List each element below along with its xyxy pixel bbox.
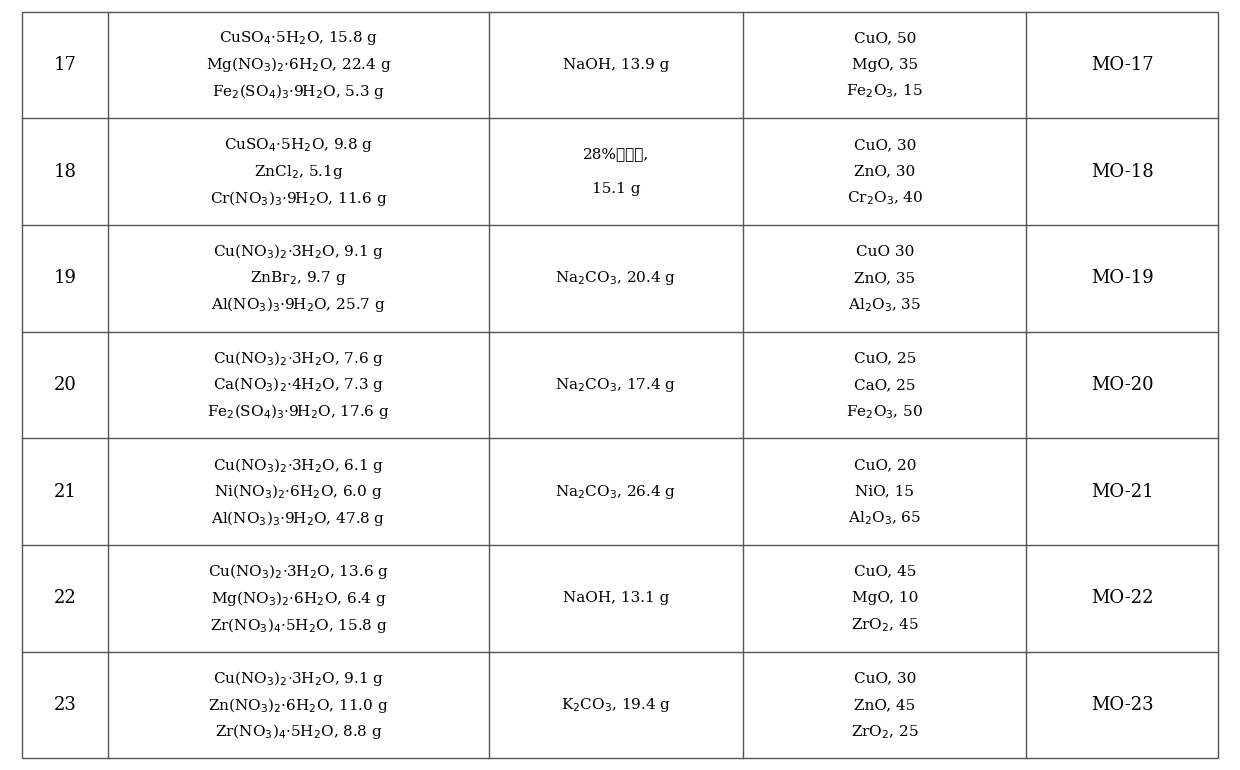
Text: CuO, 25: CuO, 25 [853,351,916,365]
Text: Cr(NO$_3$)$_3$$\cdot$9H$_2$O, 11.6 g: Cr(NO$_3$)$_3$$\cdot$9H$_2$O, 11.6 g [210,189,387,208]
Text: Al(NO$_3$)$_3$$\cdot$9H$_2$O, 25.7 g: Al(NO$_3$)$_3$$\cdot$9H$_2$O, 25.7 g [211,296,386,314]
Text: Zr(NO$_3$)$_4$$\cdot$5H$_2$O, 8.8 g: Zr(NO$_3$)$_4$$\cdot$5H$_2$O, 8.8 g [215,722,382,742]
Text: MO-20: MO-20 [1091,376,1153,394]
Text: Cu(NO$_3$)$_2$$\cdot$3H$_2$O, 9.1 g: Cu(NO$_3$)$_2$$\cdot$3H$_2$O, 9.1 g [213,242,384,261]
Text: Fe$_2$O$_3$, 50: Fe$_2$O$_3$, 50 [846,403,924,420]
Text: Ca(NO$_3$)$_2$$\cdot$4H$_2$O, 7.3 g: Ca(NO$_3$)$_2$$\cdot$4H$_2$O, 7.3 g [213,376,384,394]
Text: CuO, 20: CuO, 20 [853,458,916,472]
Text: MO-23: MO-23 [1091,696,1153,714]
Text: Mg(NO$_3$)$_2$$\cdot$6H$_2$O, 22.4 g: Mg(NO$_3$)$_2$$\cdot$6H$_2$O, 22.4 g [206,55,391,75]
Text: ZnO, 45: ZnO, 45 [854,698,915,712]
Text: MO-22: MO-22 [1091,589,1153,608]
Text: CuO, 45: CuO, 45 [853,564,916,579]
Text: 20: 20 [53,376,77,394]
Text: 28%浓氨水,: 28%浓氨水, [583,147,649,161]
Text: ZrO$_2$, 25: ZrO$_2$, 25 [851,723,919,741]
Text: ZnCl$_2$, 5.1g: ZnCl$_2$, 5.1g [254,162,343,181]
Text: Al$_2$O$_3$, 65: Al$_2$O$_3$, 65 [848,510,921,527]
Text: Na$_2$CO$_3$, 26.4 g: Na$_2$CO$_3$, 26.4 g [556,483,677,501]
Text: Ni(NO$_3$)$_2$$\cdot$6H$_2$O, 6.0 g: Ni(NO$_3$)$_2$$\cdot$6H$_2$O, 6.0 g [215,482,383,501]
Text: Na$_2$CO$_3$, 20.4 g: Na$_2$CO$_3$, 20.4 g [556,270,677,287]
Text: ZnO, 35: ZnO, 35 [854,271,915,286]
Text: K$_2$CO$_3$, 19.4 g: K$_2$CO$_3$, 19.4 g [560,696,671,714]
Text: MO-17: MO-17 [1091,56,1153,74]
Text: 17: 17 [53,56,77,74]
Text: NaOH, 13.1 g: NaOH, 13.1 g [563,591,670,605]
Text: MO-21: MO-21 [1091,483,1153,501]
Text: Fe$_2$(SO$_4$)$_3$$\cdot$9H$_2$O, 5.3 g: Fe$_2$(SO$_4$)$_3$$\cdot$9H$_2$O, 5.3 g [212,82,384,101]
Text: MO-19: MO-19 [1091,270,1153,287]
Text: Al(NO$_3$)$_3$$\cdot$9H$_2$O, 47.8 g: Al(NO$_3$)$_3$$\cdot$9H$_2$O, 47.8 g [211,509,386,528]
Text: Na$_2$CO$_3$, 17.4 g: Na$_2$CO$_3$, 17.4 g [556,376,677,394]
Text: CuO 30: CuO 30 [856,245,914,259]
Text: 22: 22 [55,589,77,608]
Text: 21: 21 [53,483,77,501]
Text: Cu(NO$_3$)$_2$$\cdot$3H$_2$O, 7.6 g: Cu(NO$_3$)$_2$$\cdot$3H$_2$O, 7.6 g [213,349,384,368]
Text: MgO, 10: MgO, 10 [852,591,918,605]
Text: CuO, 30: CuO, 30 [853,671,916,685]
Text: MgO, 35: MgO, 35 [852,58,918,72]
Text: Zr(NO$_3$)$_4$$\cdot$5H$_2$O, 15.8 g: Zr(NO$_3$)$_4$$\cdot$5H$_2$O, 15.8 g [210,615,387,634]
Text: CaO, 25: CaO, 25 [854,378,915,392]
Text: CuSO$_4$$\cdot$5H$_2$O, 9.8 g: CuSO$_4$$\cdot$5H$_2$O, 9.8 g [224,136,373,154]
Text: ZrO$_2$, 45: ZrO$_2$, 45 [851,616,919,634]
Text: NaOH, 13.9 g: NaOH, 13.9 g [563,58,670,72]
Text: ZnBr$_2$, 9.7 g: ZnBr$_2$, 9.7 g [250,270,347,287]
Text: CuO, 30: CuO, 30 [853,138,916,152]
Text: Cu(NO$_3$)$_2$$\cdot$3H$_2$O, 13.6 g: Cu(NO$_3$)$_2$$\cdot$3H$_2$O, 13.6 g [208,562,389,581]
Text: Mg(NO$_3$)$_2$$\cdot$6H$_2$O, 6.4 g: Mg(NO$_3$)$_2$$\cdot$6H$_2$O, 6.4 g [211,589,387,608]
Text: 23: 23 [53,696,77,714]
Text: Fe$_2$(SO$_4$)$_3$$\cdot$9H$_2$O, 17.6 g: Fe$_2$(SO$_4$)$_3$$\cdot$9H$_2$O, 17.6 g [207,402,389,421]
Text: Cu(NO$_3$)$_2$$\cdot$3H$_2$O, 9.1 g: Cu(NO$_3$)$_2$$\cdot$3H$_2$O, 9.1 g [213,669,384,688]
Text: 18: 18 [53,162,77,181]
Text: Cr$_2$O$_3$, 40: Cr$_2$O$_3$, 40 [847,189,923,207]
Text: Al$_2$O$_3$, 35: Al$_2$O$_3$, 35 [848,296,921,314]
Text: CuO, 50: CuO, 50 [853,32,916,45]
Text: CuSO$_4$$\cdot$5H$_2$O, 15.8 g: CuSO$_4$$\cdot$5H$_2$O, 15.8 g [219,29,378,47]
Text: NiO, 15: NiO, 15 [856,484,914,499]
Text: 15.1 g: 15.1 g [591,182,640,196]
Text: MO-18: MO-18 [1091,162,1153,181]
Text: Fe$_2$O$_3$, 15: Fe$_2$O$_3$, 15 [847,82,923,100]
Text: ZnO, 30: ZnO, 30 [854,165,915,179]
Text: 19: 19 [53,270,77,287]
Text: Cu(NO$_3$)$_2$$\cdot$3H$_2$O, 6.1 g: Cu(NO$_3$)$_2$$\cdot$3H$_2$O, 6.1 g [213,456,384,474]
Text: Zn(NO$_3$)$_2$$\cdot$6H$_2$O, 11.0 g: Zn(NO$_3$)$_2$$\cdot$6H$_2$O, 11.0 g [208,695,388,715]
